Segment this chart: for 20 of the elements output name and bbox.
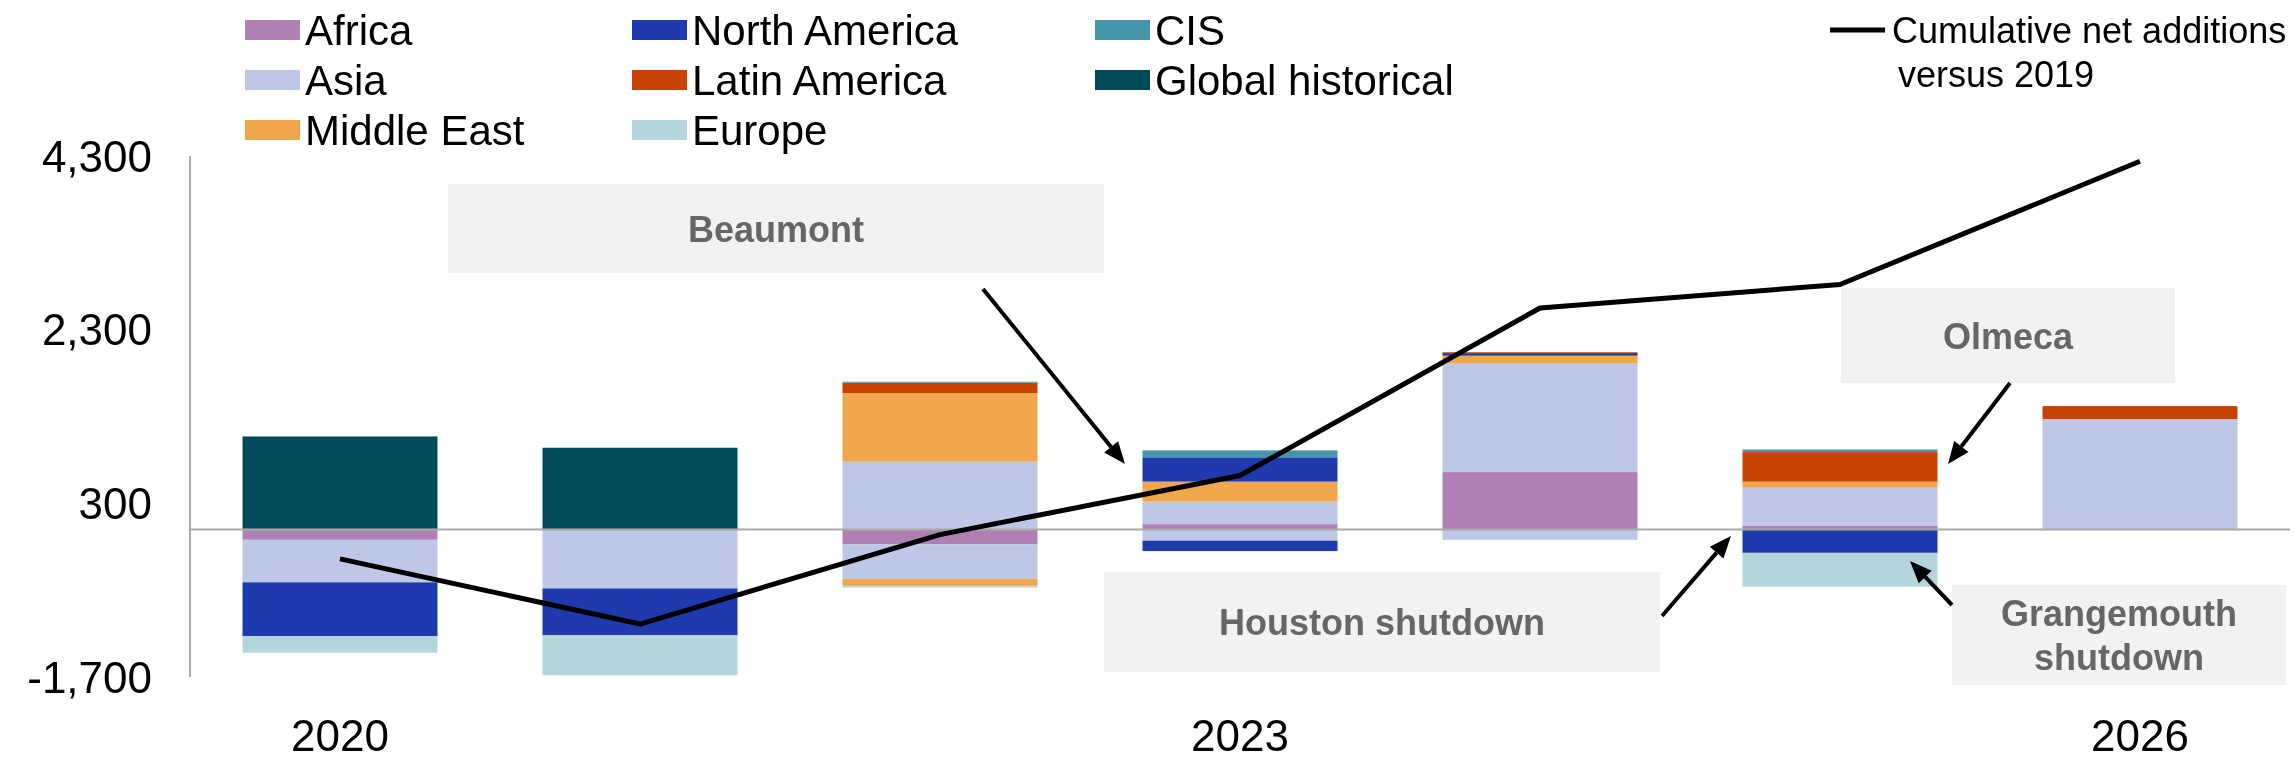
legend-label: Africa (305, 6, 413, 54)
x-tick-label: 2020 (291, 710, 389, 760)
annotation: Beaumont (687, 208, 865, 249)
legend-label: Middle East (305, 106, 525, 154)
annotation: Houston shutdown (1219, 601, 1545, 643)
x-tick-label: 2023 (1191, 710, 1289, 760)
legend-label: Cumulative net additions versus 2019 (1892, 9, 2287, 95)
annotation: Grangemouth shutdown (2000, 592, 2238, 678)
y-tick-label: 2,300 (41, 305, 152, 355)
y-tick-label: -1,700 (27, 652, 152, 702)
x-tick-label: 2026 (2091, 710, 2189, 760)
y-tick-label: 4,300 (41, 131, 152, 181)
legend-label: CIS (1155, 6, 1226, 54)
legend-label: North America (692, 6, 959, 54)
y-tick-label: 300 (78, 478, 152, 528)
legend-label: Asia (305, 56, 388, 104)
legend-label: Latin America (692, 56, 948, 104)
legend-label: Europe (692, 106, 828, 154)
legend-label: Global historical (1155, 56, 1454, 104)
annotation: Olmeca (1942, 315, 2075, 356)
